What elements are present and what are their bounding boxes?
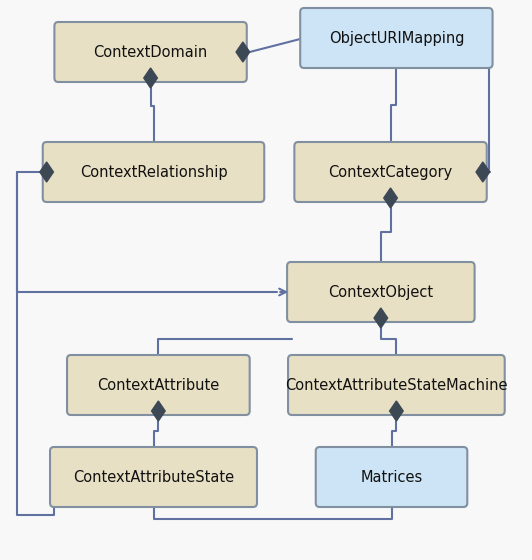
Polygon shape (384, 188, 397, 208)
Polygon shape (152, 401, 165, 421)
Polygon shape (476, 162, 489, 182)
FancyBboxPatch shape (287, 262, 475, 322)
Polygon shape (40, 162, 53, 182)
Polygon shape (236, 42, 250, 62)
Text: ContextRelationship: ContextRelationship (80, 165, 227, 180)
FancyBboxPatch shape (294, 142, 487, 202)
Text: ContextAttributeStateMachine: ContextAttributeStateMachine (285, 377, 508, 393)
FancyBboxPatch shape (316, 447, 467, 507)
FancyBboxPatch shape (300, 8, 493, 68)
Text: ObjectURIMapping: ObjectURIMapping (329, 30, 464, 45)
FancyBboxPatch shape (43, 142, 264, 202)
Text: ContextCategory: ContextCategory (328, 165, 453, 180)
FancyBboxPatch shape (288, 355, 505, 415)
Text: ContextDomain: ContextDomain (94, 44, 207, 59)
Polygon shape (374, 308, 388, 328)
FancyBboxPatch shape (50, 447, 257, 507)
Text: Matrices: Matrices (360, 469, 422, 484)
FancyBboxPatch shape (67, 355, 250, 415)
Text: ContextAttributeState: ContextAttributeState (73, 469, 234, 484)
Text: ContextObject: ContextObject (328, 284, 434, 300)
Text: ContextAttribute: ContextAttribute (97, 377, 220, 393)
Polygon shape (389, 401, 403, 421)
FancyBboxPatch shape (54, 22, 247, 82)
Polygon shape (144, 68, 157, 88)
